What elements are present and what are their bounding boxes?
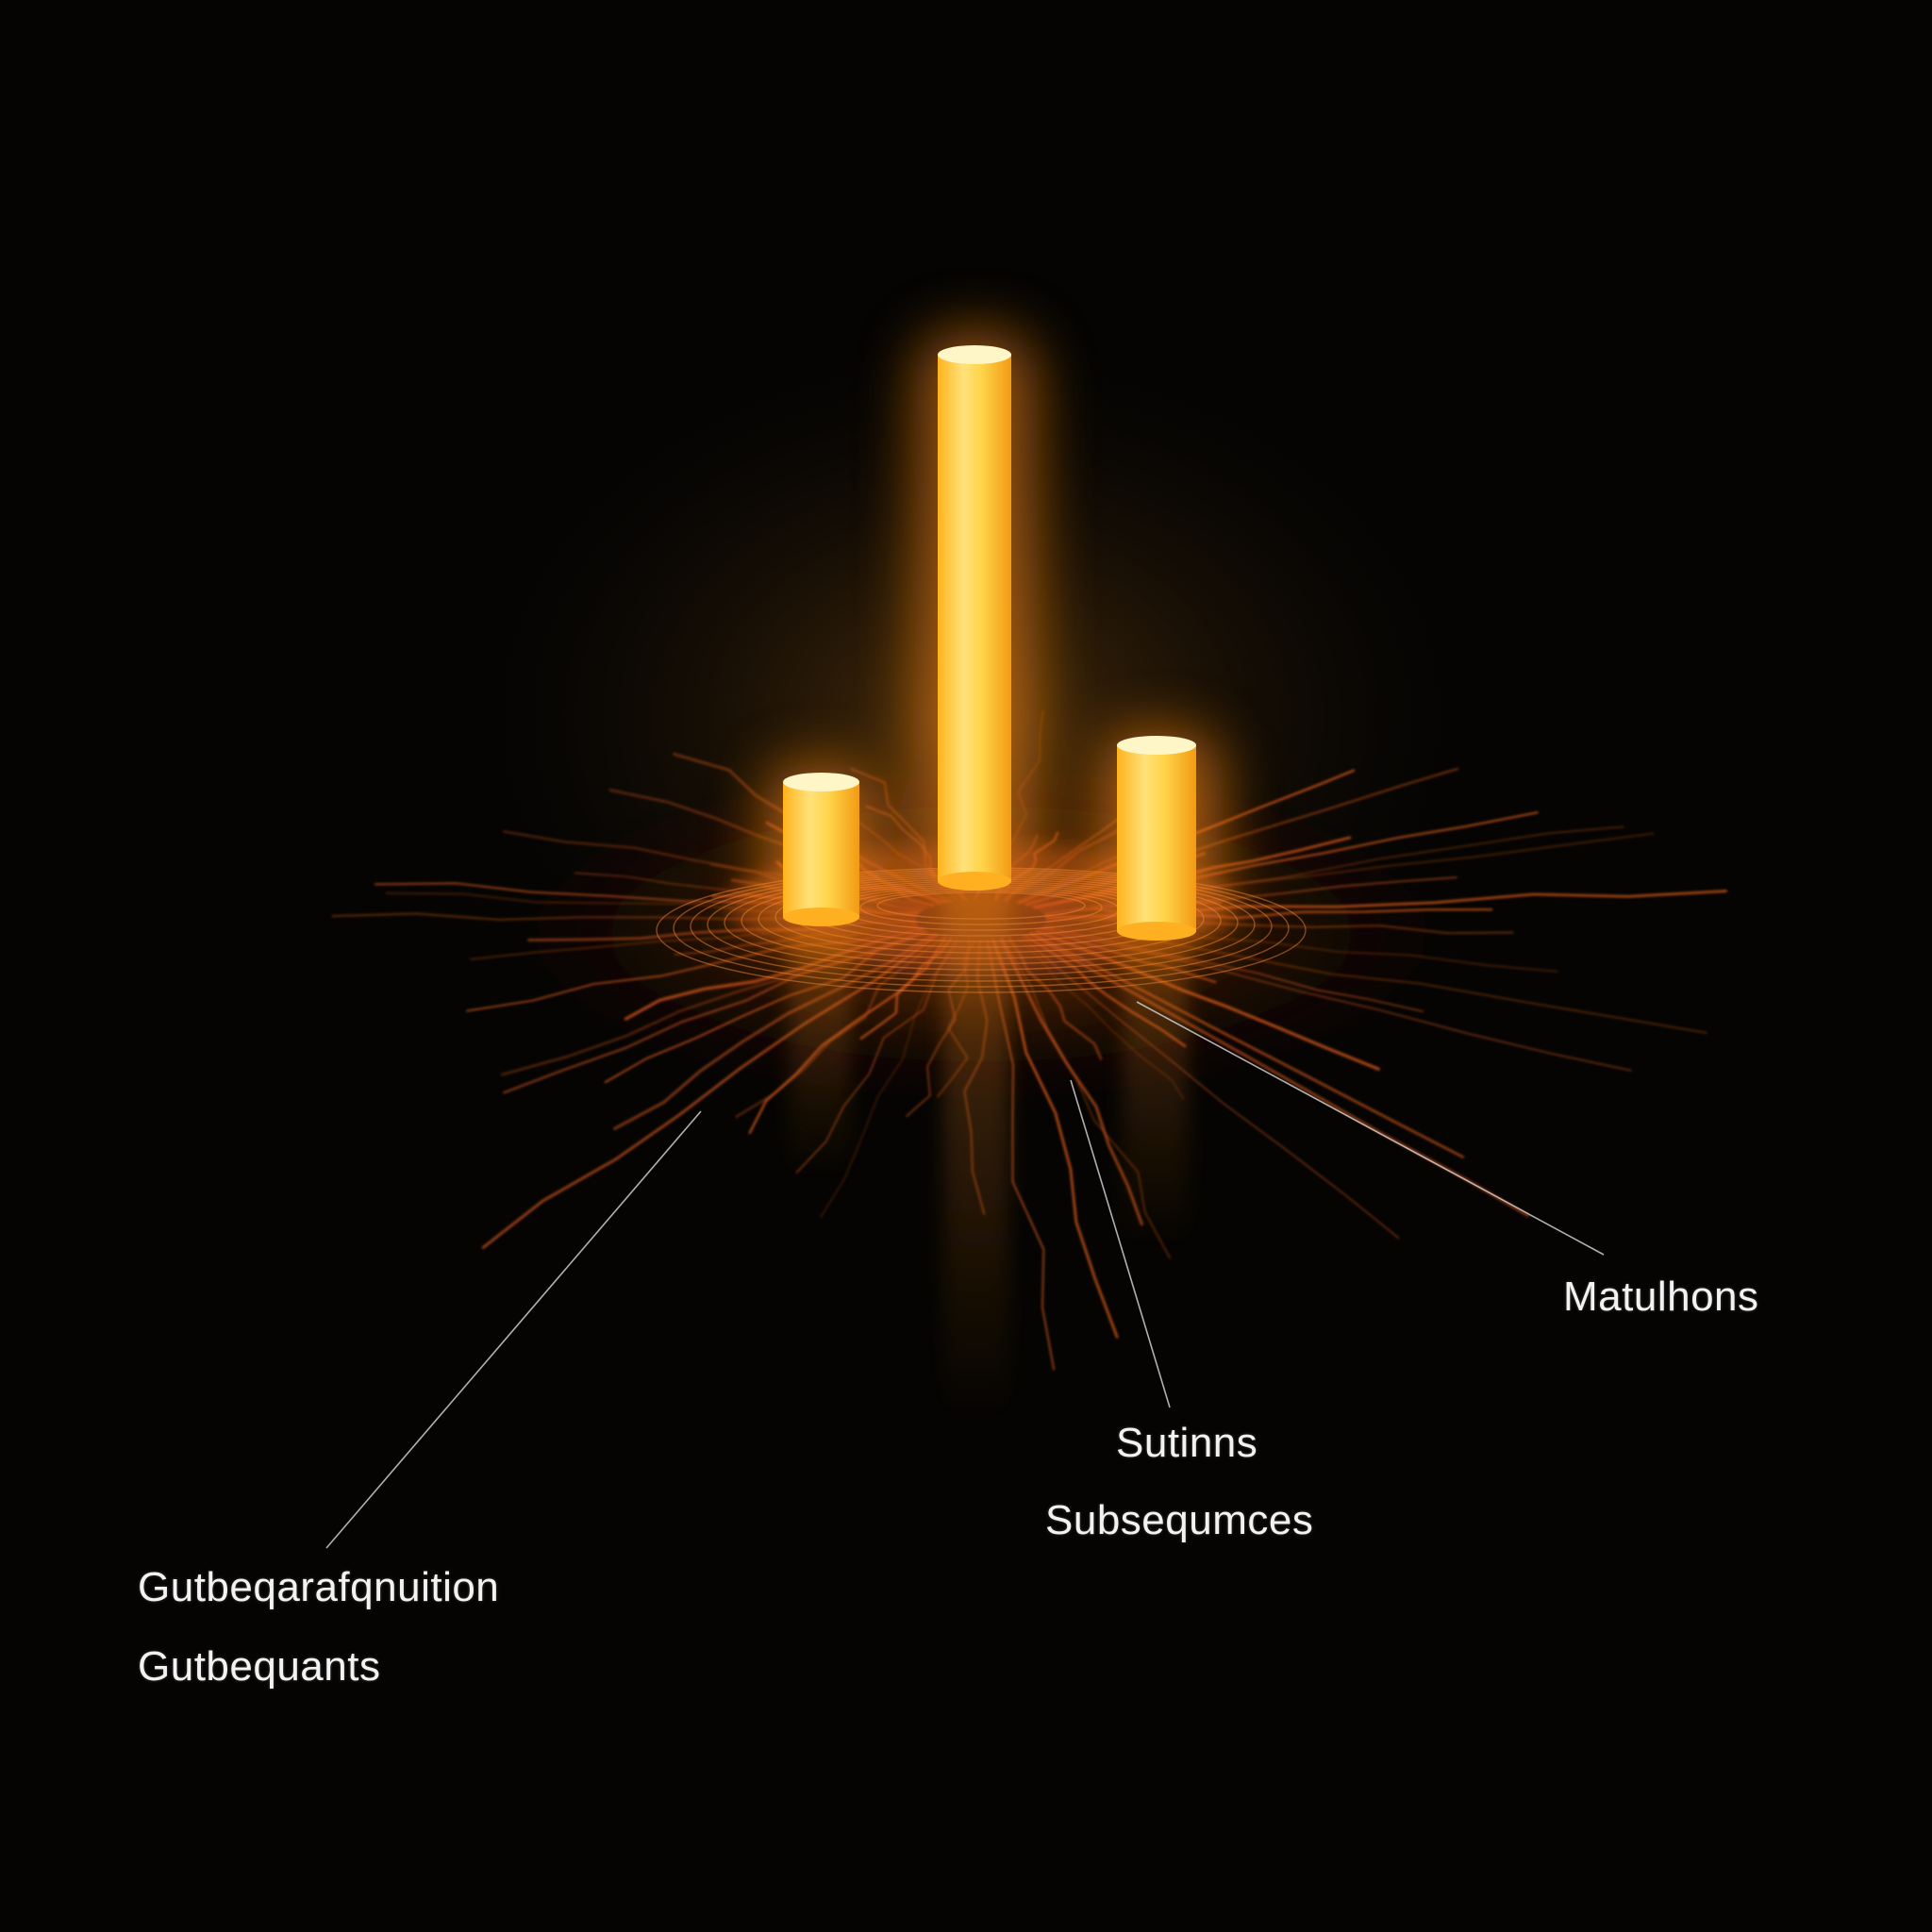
label-gutbe-line2: Gutbequants xyxy=(138,1643,381,1690)
vein xyxy=(1035,929,1380,1071)
label-gutbe-line1: Gutbeqarafqnuition xyxy=(138,1564,500,1610)
vein xyxy=(1030,931,1465,1158)
vein xyxy=(624,926,924,1021)
cylinder-center xyxy=(938,345,1011,891)
vein xyxy=(604,931,930,1084)
vein xyxy=(500,928,925,1076)
leader-line-mutations xyxy=(1136,1001,1605,1256)
cylinder-reflections xyxy=(789,891,1189,1420)
vein xyxy=(991,939,1119,1339)
cylinder-right xyxy=(1117,736,1196,941)
label-subsequences: Subsequmces xyxy=(1045,1497,1314,1543)
leader-line-sutinns xyxy=(1070,1079,1171,1408)
leader-lines xyxy=(325,1001,1605,1549)
label-mutations: Matulhons xyxy=(1563,1274,1759,1320)
cylinder-left xyxy=(783,773,859,926)
leader-line-gutbe xyxy=(325,1110,702,1549)
label-sutinns: Sutinns xyxy=(1116,1420,1258,1466)
